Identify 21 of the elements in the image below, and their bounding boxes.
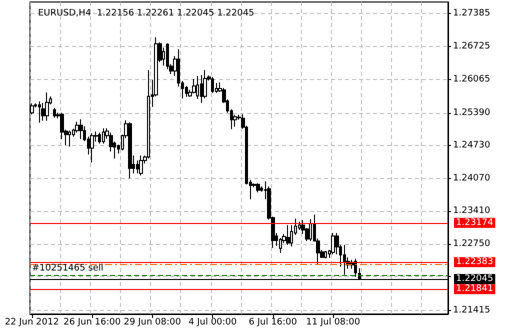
- ref-line-label: #10251465 sell: [32, 264, 104, 274]
- ref-line-label: 1.22045: [456, 274, 494, 284]
- text: EURUSD,H4 1.22156 1.22261 1.22045 1.22045: [38, 8, 254, 18]
- ref-line-label: 1.21841: [456, 284, 494, 294]
- y-tick-label: 1.26725: [453, 41, 490, 52]
- y-tick-label: 1.27385: [453, 8, 490, 19]
- x-tick-label: 6 Jul 16:00: [248, 318, 298, 328]
- x-tick-label: 26 Jun 16:00: [64, 318, 121, 328]
- y-tick-label: 1.25390: [453, 108, 490, 118]
- x-tick-label: 22 Jun 2012: [4, 318, 59, 328]
- y-tick-label: 1.26065: [453, 74, 490, 84]
- y-tick-label: 1.22750: [453, 238, 490, 249]
- x-tick-label: 29 Jun 08:00: [124, 318, 182, 328]
- ref-line-label: 1.22383: [456, 257, 494, 268]
- y-tick-label: 1.23410: [453, 206, 490, 216]
- y-tick-label: 1.24070: [453, 173, 490, 184]
- x-tick-label: 4 Jul 00:00: [188, 318, 238, 328]
- ref-line-label: 1.23174: [456, 218, 494, 228]
- x-tick-label: 11 Jul 08:00: [306, 318, 360, 328]
- y-tick-label: 1.21415: [453, 305, 490, 316]
- y-tick-label: 1.24730: [453, 140, 490, 151]
